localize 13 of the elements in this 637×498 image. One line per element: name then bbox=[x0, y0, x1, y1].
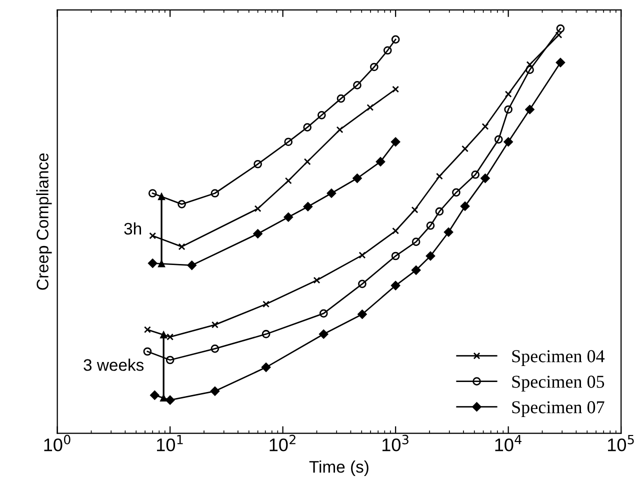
legend-label: Specimen 05 bbox=[512, 376, 604, 392]
legend-label: Specimen 07 bbox=[512, 401, 604, 418]
annotation: 3 weeks bbox=[84, 358, 144, 371]
x-tick-label: 10$^{1}$ bbox=[157, 434, 183, 452]
x-tick-label: 10$^{3}$ bbox=[382, 434, 408, 452]
legend-label: Specimen 04 bbox=[512, 350, 605, 366]
annotation: 3h bbox=[124, 222, 142, 235]
x-tick-label: 10$^{0}$ bbox=[44, 434, 70, 452]
x-tick-label: 10$^{2}$ bbox=[270, 434, 296, 452]
x-tick-label: 10$^{5}$ bbox=[608, 434, 634, 452]
x-tick-label: 10$^{4}$ bbox=[495, 434, 522, 452]
y-axis-title: Creep Compliance bbox=[36, 153, 52, 290]
x-axis-title: Time (s) bbox=[309, 460, 368, 476]
